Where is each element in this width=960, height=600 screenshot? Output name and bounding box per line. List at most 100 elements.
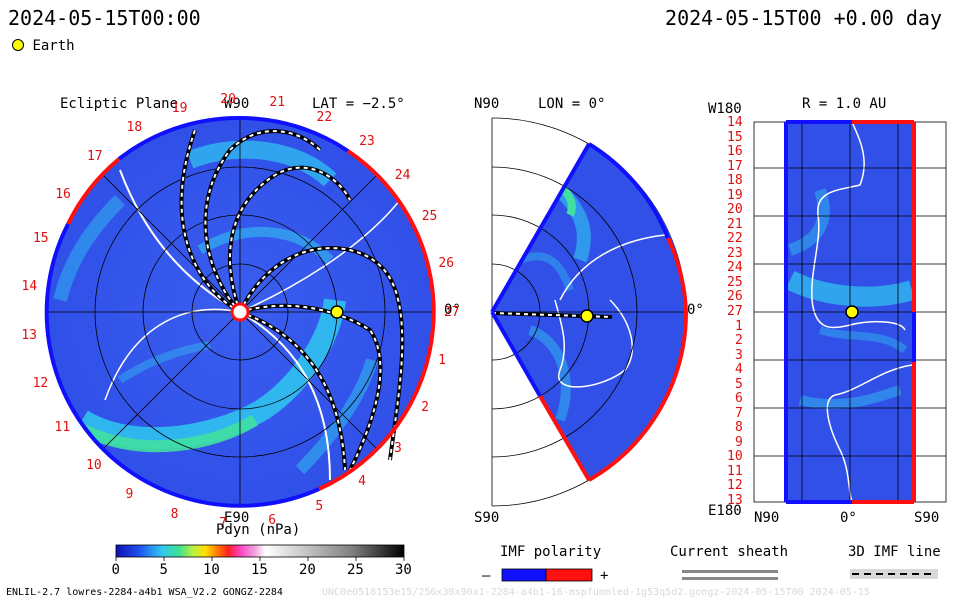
- radial-row-label: 13: [727, 493, 743, 508]
- ecliptic-density-features: [53, 140, 401, 481]
- radial-row-label: 22: [727, 231, 743, 247]
- meridional-zero: 0°: [687, 302, 704, 318]
- carrington-label: 17: [86, 149, 103, 165]
- earth-legend-label: Earth: [32, 38, 75, 54]
- carrington-label: 14: [21, 278, 38, 294]
- radial-row-label: 3: [735, 347, 743, 363]
- colorbar-tick-label: 25: [347, 562, 364, 578]
- radial-row-label: 23: [727, 245, 743, 261]
- meridional-north: N90: [474, 96, 500, 112]
- radial-row-label: 17: [727, 158, 743, 174]
- ecliptic-imf-lines: [179, 129, 405, 471]
- earth-legend-icon: [12, 39, 24, 51]
- imf-3d-line-symbol: [850, 569, 938, 579]
- carrington-label: 12: [32, 375, 49, 391]
- carrington-label: 16: [55, 186, 71, 202]
- carrington-label: 3: [394, 440, 402, 456]
- radial-row-label: 6: [735, 391, 743, 407]
- radial-zero: 0°: [840, 510, 857, 526]
- header-time-left: 2024-05-15T00:00: [8, 6, 201, 30]
- carrington-label: 1: [438, 353, 446, 369]
- radial-row-label: 25: [727, 274, 743, 290]
- carrington-label: 10: [86, 457, 102, 473]
- radial-r: R = 1.0 AU: [802, 96, 887, 112]
- radial-row-label: 24: [727, 260, 743, 276]
- meridional-polarity-rim: [490, 142, 688, 482]
- meridional-panel: [490, 117, 688, 507]
- earth-legend: Earth: [12, 38, 75, 54]
- radial-row-label: 4: [735, 362, 743, 378]
- carrington-label: 5: [315, 498, 324, 514]
- current-sheath-symbol: [682, 570, 778, 580]
- imf-negative-swatch: [501, 568, 547, 582]
- carrington-label: 25: [421, 209, 438, 225]
- colorbar: [115, 544, 405, 558]
- radial-row-label: 7: [735, 405, 743, 421]
- header-time-right: 2024-05-15T00 +0.00 day: [665, 6, 942, 30]
- radial-row-label: 26: [727, 289, 743, 305]
- radial-row-label: 20: [727, 202, 743, 218]
- imf-polarity-title: IMF polarity: [500, 544, 602, 560]
- carrington-label: 8: [170, 506, 179, 522]
- meridional-lon: LON = 0°: [538, 96, 606, 112]
- radial-row-label: 11: [727, 463, 743, 479]
- carrington-label: 9: [125, 487, 134, 503]
- radial-e180: E180: [708, 503, 742, 519]
- radial-row-label: 14: [727, 115, 743, 130]
- radial-row-label: 8: [735, 420, 743, 436]
- radial-polarity-edges: [784, 120, 916, 504]
- carrington-label: 20: [220, 92, 236, 108]
- radial-s90: S90: [914, 510, 940, 526]
- sun-marker: [230, 302, 250, 322]
- ecliptic-polarity-rim: [44, 115, 436, 508]
- radial-row-label: 1: [735, 318, 743, 334]
- colorbar-label: Pdyn (nPa): [216, 522, 301, 538]
- radial-w180: W180: [708, 101, 742, 117]
- carrington-label: 23: [359, 134, 375, 150]
- carrington-label: 13: [21, 327, 38, 343]
- colorbar-ticks: [115, 557, 405, 561]
- radial-row-label: 27: [727, 304, 743, 319]
- earth-marker-meridional: [580, 309, 594, 323]
- colorbar-tick-label: 30: [395, 562, 412, 578]
- carrington-label: 18: [126, 120, 143, 136]
- footer-watermark: UNC0e0518153e15/256x30x90x1-2284-a4b1-16…: [322, 587, 870, 598]
- radial-n90: N90: [754, 510, 780, 526]
- carrington-label: 2: [421, 399, 429, 415]
- carrington-label: 19: [171, 100, 188, 116]
- radial-row-label: 10: [727, 449, 743, 465]
- carrington-label: 6: [268, 512, 277, 528]
- radial-row-label: 21: [727, 216, 743, 232]
- ecliptic-w90: W90: [224, 96, 250, 112]
- carrington-label: 4: [358, 474, 366, 490]
- radial-row-label: 9: [735, 434, 743, 450]
- carrington-label: 11: [54, 419, 71, 435]
- meridional-south: S90: [474, 510, 500, 526]
- imf-positive-swatch: [545, 568, 593, 582]
- footer-credit: ENLIL-2.7 lowres-2284-a4b1 WSA_V2.2 GONG…: [6, 587, 283, 598]
- colorbar-tick-label: 10: [203, 562, 220, 578]
- colorbar-tick-label: 5: [159, 562, 168, 578]
- carrington-label: 15: [32, 230, 49, 246]
- colorbar-tick-label: 15: [251, 562, 268, 578]
- radial-row-label: 19: [727, 187, 743, 203]
- radial-row-label: 15: [727, 129, 743, 145]
- colorbar-tick-label: 0: [111, 562, 120, 578]
- ecliptic-plane-panel: [44, 115, 436, 508]
- carrington-label: 27: [443, 304, 460, 320]
- radial-row-label: 18: [727, 173, 743, 189]
- ecliptic-e90: E90: [224, 510, 250, 526]
- colorbar-tick-label: 20: [299, 562, 316, 578]
- radial-row-label: 12: [727, 478, 743, 494]
- radial-panel: [753, 120, 947, 504]
- ecliptic-title: Ecliptic Plane: [60, 96, 179, 112]
- imf-plus-label: +: [600, 568, 609, 584]
- carrington-label: 21: [269, 95, 286, 111]
- ecliptic-zero: 0°: [444, 302, 461, 318]
- radial-row-label: 5: [735, 376, 743, 392]
- carrington-label: 26: [438, 255, 455, 271]
- earth-marker-radial: [845, 305, 859, 319]
- carrington-label: 24: [394, 168, 411, 184]
- carrington-label: 7: [219, 515, 227, 531]
